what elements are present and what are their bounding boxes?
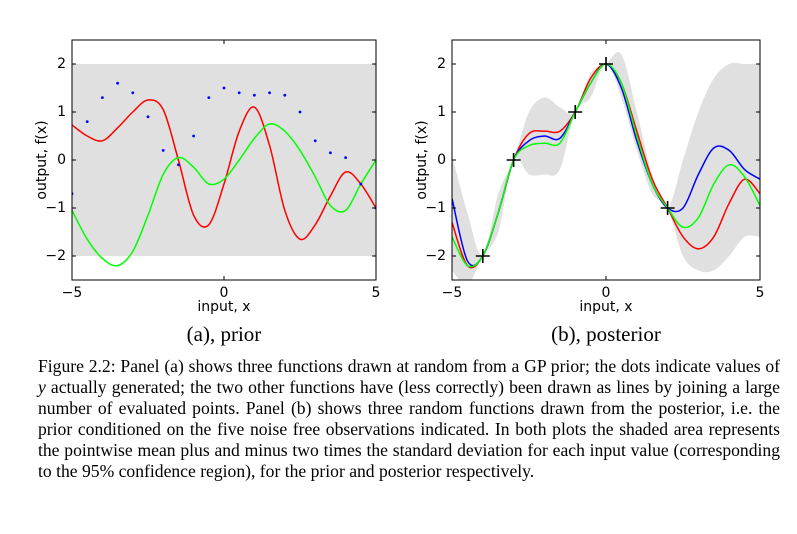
sample-dot bbox=[85, 120, 89, 123]
sample-dot bbox=[192, 134, 196, 138]
function-line bbox=[72, 123, 376, 267]
observation bbox=[660, 201, 675, 215]
y-axis-label: output, f(x) bbox=[34, 120, 50, 199]
sample-dot bbox=[131, 91, 135, 95]
y-axis-label: output, f(x) bbox=[414, 120, 430, 199]
sample-dot bbox=[268, 91, 271, 95]
observation bbox=[599, 57, 613, 71]
confidence-band bbox=[72, 64, 376, 256]
x-tick-label: 0 bbox=[220, 285, 229, 301]
observation bbox=[475, 249, 490, 263]
confidence-band bbox=[452, 52, 760, 280]
panel-caption: (a), prior bbox=[187, 322, 262, 346]
sample-dot bbox=[146, 115, 150, 119]
caption-italic: y bbox=[38, 377, 46, 397]
observation bbox=[506, 153, 521, 167]
y-tick-label: 1 bbox=[57, 104, 66, 120]
figure: −5 0 5 −2 −1 0 1 2 input, x output, f(x) (a), prio… bbox=[34, 39, 765, 346]
sample-dot bbox=[253, 93, 256, 97]
y-tick-label: 0 bbox=[437, 152, 446, 168]
x-tick-label: −5 bbox=[62, 285, 83, 301]
sample-dot bbox=[237, 91, 241, 95]
x-tick-label: 0 bbox=[602, 285, 611, 301]
sample-dot bbox=[101, 96, 104, 99]
figure-caption: Figure 2.2: Panel (a) shows three functi… bbox=[38, 356, 780, 482]
y-tick-label: 2 bbox=[437, 56, 446, 72]
y-tick-label: 2 bbox=[57, 56, 66, 72]
sample-dot bbox=[298, 110, 302, 114]
sample-dot bbox=[161, 149, 165, 152]
y-tick-label: −1 bbox=[425, 200, 446, 216]
sample-dot bbox=[177, 163, 180, 167]
y-tick-label: −2 bbox=[45, 248, 66, 264]
x-axis-label: input, x bbox=[579, 299, 632, 315]
sample-dot bbox=[313, 139, 317, 143]
plot-area bbox=[72, 64, 376, 267]
sample-dot bbox=[207, 96, 211, 99]
sample-dot bbox=[329, 151, 332, 155]
sample-dot bbox=[283, 93, 287, 97]
sample-dot bbox=[359, 182, 363, 186]
y-tick-label: −2 bbox=[425, 248, 446, 264]
function-line bbox=[72, 99, 376, 241]
sample-dot bbox=[222, 86, 226, 90]
caption-text: Figure 2.2: Panel (a) shows three functi… bbox=[38, 356, 780, 376]
y-tick-label: 0 bbox=[57, 152, 66, 168]
y-tick-label: −1 bbox=[45, 200, 66, 216]
sample-dot bbox=[116, 81, 119, 85]
caption-text: actually generated; the two other functi… bbox=[38, 377, 780, 481]
x-tick-label: 5 bbox=[756, 285, 765, 301]
panel-caption: (b), posterior bbox=[551, 322, 661, 346]
sample-dot bbox=[344, 156, 347, 160]
x-axis-label: input, x bbox=[197, 299, 250, 315]
y-tick-label: 1 bbox=[437, 104, 446, 120]
plot-area bbox=[452, 52, 760, 280]
observation bbox=[568, 105, 583, 119]
x-tick-label: 5 bbox=[372, 285, 381, 301]
x-tick-label: −5 bbox=[442, 285, 463, 301]
